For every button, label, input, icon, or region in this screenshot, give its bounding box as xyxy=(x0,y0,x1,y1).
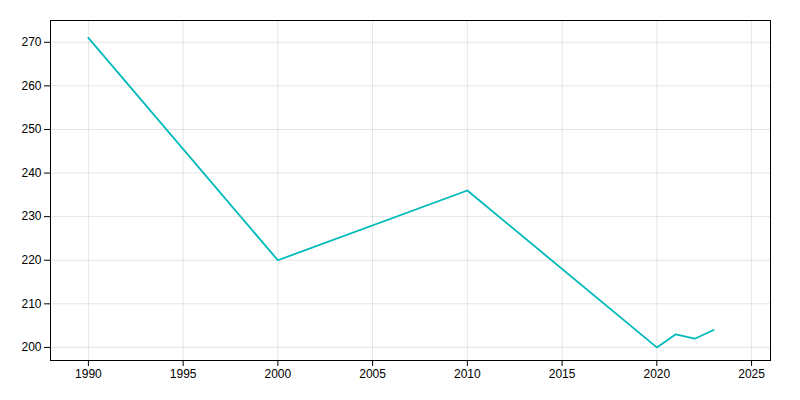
svg-text:2015: 2015 xyxy=(549,367,576,381)
svg-text:220: 220 xyxy=(21,253,41,267)
svg-text:2025: 2025 xyxy=(738,367,765,381)
svg-text:1990: 1990 xyxy=(75,367,102,381)
svg-text:1995: 1995 xyxy=(170,367,197,381)
svg-text:200: 200 xyxy=(21,340,41,354)
svg-text:230: 230 xyxy=(21,209,41,223)
svg-text:2005: 2005 xyxy=(359,367,386,381)
svg-text:240: 240 xyxy=(21,166,41,180)
svg-text:250: 250 xyxy=(21,122,41,136)
svg-text:2000: 2000 xyxy=(265,367,292,381)
svg-text:210: 210 xyxy=(21,297,41,311)
svg-text:260: 260 xyxy=(21,79,41,93)
svg-text:2020: 2020 xyxy=(643,367,670,381)
svg-text:270: 270 xyxy=(21,35,41,49)
svg-text:2010: 2010 xyxy=(454,367,481,381)
